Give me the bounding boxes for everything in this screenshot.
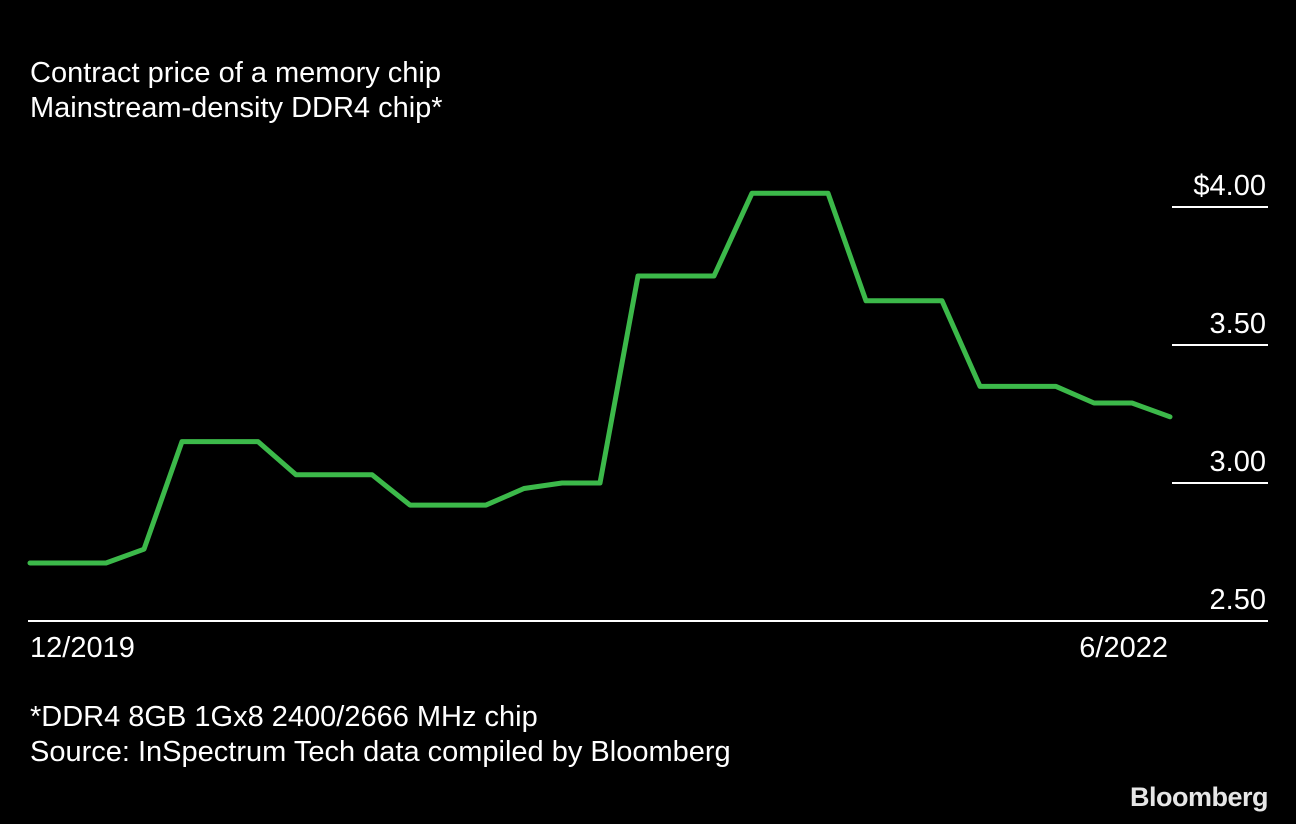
chart-title: Contract price of a memory chip bbox=[30, 57, 441, 89]
y-tick-label: $4.00 bbox=[1193, 170, 1266, 202]
chart-source: Source: InSpectrum Tech data compiled by… bbox=[30, 736, 731, 768]
chart-footnote: *DDR4 8GB 1Gx8 2400/2666 MHz chip bbox=[30, 701, 538, 733]
x-tick-label: 12/2019 bbox=[30, 632, 135, 664]
price-series-line bbox=[27, 190, 1173, 566]
y-tick-label: 3.50 bbox=[1210, 308, 1266, 340]
bloomberg-logo: Bloomberg bbox=[1129, 782, 1269, 812]
x-tick-label: 6/2022 bbox=[1079, 632, 1168, 664]
chart-subtitle: Mainstream-density DDR4 chip* bbox=[30, 92, 443, 124]
y-tick-label: 3.00 bbox=[1210, 446, 1266, 478]
y-tick-label: 2.50 bbox=[1210, 584, 1266, 616]
line-chart: 2.50 3.00 3.50 $4.00 12/2019 6/2022 bbox=[27, 170, 1268, 664]
